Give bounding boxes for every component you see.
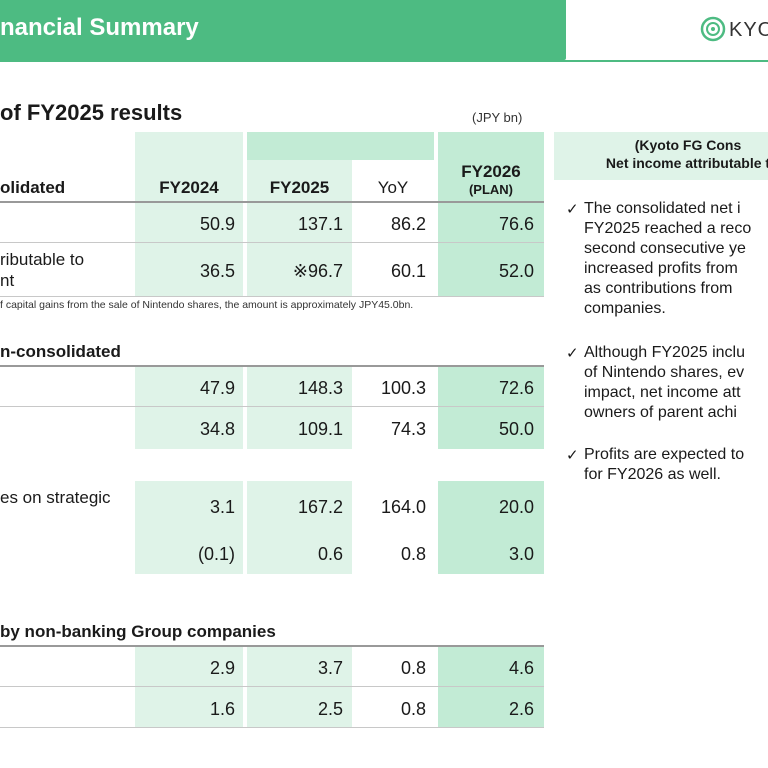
s1-r2-fy2024: 36.5: [199, 261, 235, 281]
title-banner: [0, 0, 566, 60]
slide-title: nancial Summary: [0, 14, 199, 41]
s1-r1-fy2024: 50.9: [199, 214, 235, 234]
s2-r4-fy2024: (0.1): [197, 544, 235, 564]
commentary-header-box: [554, 132, 768, 180]
s2-r3-label: es on strategic: [0, 488, 111, 507]
s3-r2-fy2026: 2.6: [508, 699, 534, 719]
section3-title: by non-banking Group companies: [0, 622, 276, 641]
row-divider: [0, 727, 544, 728]
section2-title: n-consolidated: [0, 342, 121, 361]
s3-r1-fy2026: 4.6: [508, 658, 534, 678]
s2-r3-fy2026: 20.0: [498, 497, 534, 517]
s2-r4-yoy: 0.8: [400, 544, 426, 564]
s2-fy2025-bg: [247, 367, 352, 449]
s3-fy2025-bg: [247, 647, 352, 727]
s3-r1-fy2024: 2.9: [209, 658, 235, 678]
s3-r2-fy2025: 2.5: [317, 699, 343, 719]
s2-r1-fy2024: 47.9: [199, 378, 235, 398]
s2-r3-fy2025: 167.2: [297, 497, 343, 517]
row-divider: [0, 686, 544, 687]
s2-r2-fy2025: 109.1: [297, 419, 343, 439]
consolidated-label: olidated: [0, 178, 66, 197]
col-fy2026: FY2026: [461, 162, 521, 181]
kyoto-logo-icon: [700, 16, 726, 42]
s2b-fy2026-bg: [438, 481, 544, 574]
s2-r2-fy2024: 34.8: [199, 419, 235, 439]
commentary-bullet-2: Although FY2025 inclu of Nintendo shares…: [584, 344, 745, 421]
s3-fy2024-bg: [135, 647, 243, 727]
s3-r1-fy2025: 3.7: [317, 658, 343, 678]
s1-r2-yoy: 60.1: [390, 261, 426, 281]
s1-r1-fy2025: 137.1: [297, 214, 343, 234]
s1-r2-fy2025: ※96.7: [292, 261, 343, 281]
header-rule: [0, 201, 544, 203]
s3-r2-fy2024: 1.6: [209, 699, 235, 719]
s2-fy2024-bg: [135, 367, 243, 449]
s2-fy2026-bg: [438, 367, 544, 449]
row-divider: [0, 406, 544, 407]
s2-r2-fy2026: 50.0: [498, 419, 534, 439]
s2-r4-fy2026: 3.0: [508, 544, 534, 564]
s1-r2-label-2: nt: [0, 271, 15, 290]
logo-text: KYOTO: [729, 19, 768, 41]
commentary-bullet-1: The consolidated net i FY2025 reached a …: [584, 200, 752, 317]
s1-r1-yoy: 86.2: [390, 214, 426, 234]
s2-r2-yoy: 74.3: [390, 419, 426, 439]
commentary-head-line2: Net income attributable t: [605, 155, 768, 171]
section3-rule: [0, 645, 544, 647]
header-divider: [0, 60, 768, 62]
col-yoy: YoY: [377, 178, 409, 197]
check-icon: ✓: [566, 201, 579, 218]
s3-fy2026-bg: [438, 647, 544, 727]
s2-r3-fy2024: 3.1: [209, 497, 235, 517]
fy2026-column-bg: [438, 132, 544, 297]
footnote: f capital gains from the sale of Nintend…: [0, 299, 414, 311]
s2-r1-fy2025: 148.3: [297, 378, 343, 398]
fy2025-column-bg: [247, 160, 352, 297]
s2b-fy2024-bg: [135, 481, 243, 574]
s2-r1-fy2026: 72.6: [498, 378, 534, 398]
unit-label: (JPY bn): [472, 110, 523, 125]
s3-r1-yoy: 0.8: [400, 658, 426, 678]
col-fy2025: FY2025: [269, 178, 330, 197]
s1-r2-label-1: ributable to: [0, 250, 85, 269]
commentary-bullet-3: Profits are expected to for FY2026 as we…: [584, 446, 745, 483]
row-divider: [0, 296, 544, 297]
row-divider: [0, 242, 544, 243]
fy2024-column-bg: [135, 132, 243, 297]
s2-r4-fy2025: 0.6: [317, 544, 343, 564]
fy2025-header-bg: [247, 132, 434, 160]
check-icon: ✓: [566, 345, 579, 362]
s2-r3-yoy: 164.0: [380, 497, 426, 517]
s2b-fy2025-bg: [247, 481, 352, 574]
check-icon: ✓: [566, 447, 579, 464]
section2-rule: [0, 365, 544, 367]
section1-title: of FY2025 results: [0, 100, 183, 125]
s2-r1-yoy: 100.3: [380, 378, 426, 398]
col-fy2026-plan: (PLAN): [468, 182, 514, 197]
commentary-head-line1: (Kyoto FG Cons: [634, 137, 742, 153]
s3-r2-yoy: 0.8: [400, 699, 426, 719]
s1-r2-fy2026: 52.0: [498, 261, 534, 281]
s1-r1-fy2026: 76.6: [498, 214, 534, 234]
col-fy2024: FY2024: [159, 178, 219, 197]
